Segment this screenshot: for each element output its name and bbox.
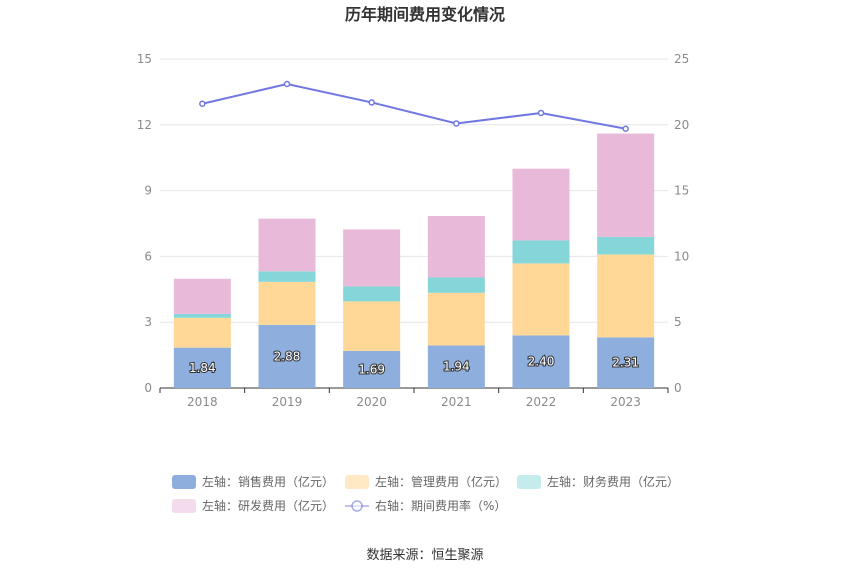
- rate-point-2021: [453, 120, 460, 127]
- bar-2-2022: [512, 240, 570, 264]
- left-tick-label: 9: [144, 184, 152, 198]
- left-tick-label: 6: [144, 249, 152, 263]
- rate-point-2020: [368, 99, 375, 106]
- legend-label-3: 左轴：研发费用（亿元）: [202, 498, 334, 513]
- legend-swatch-2: [517, 475, 541, 489]
- bar-3-2021: [427, 216, 485, 278]
- right-tick-label: 25: [674, 52, 689, 66]
- legend-label-0: 左轴：销售费用（亿元）: [202, 474, 334, 489]
- x-tick-label: 2018: [187, 395, 218, 409]
- legend-swatch-1: [345, 475, 369, 489]
- legend-label-2: 左轴：财务费用（亿元）: [547, 474, 679, 489]
- x-tick-label: 2021: [441, 395, 472, 409]
- bar-1-2019: [258, 281, 316, 325]
- x-tick-label: 2023: [610, 395, 641, 409]
- bar-0-2023: [597, 337, 655, 388]
- bar-1-2022: [512, 263, 570, 336]
- bar-3-2019: [258, 218, 316, 272]
- x-tick-label: 2022: [526, 395, 557, 409]
- source-text: 数据来源：恒生聚源: [366, 548, 483, 563]
- bar-2-2023: [597, 236, 655, 255]
- data-labels: 1.84 2.88 1.69 1.94 2.40 2.31: [188, 348, 640, 377]
- bar-3-2022: [512, 168, 570, 241]
- legend-label-1: 左轴：管理费用（亿元）: [375, 474, 507, 489]
- bar-value-label: 1.69: [358, 362, 385, 376]
- bar-1-2021: [427, 292, 485, 346]
- right-tick-label: 10: [674, 249, 689, 263]
- right-axis: 0 5 10 15 20 25: [674, 52, 689, 395]
- left-tick-label: 0: [144, 381, 152, 395]
- bar-2-2018: [173, 313, 231, 318]
- bar-value-label: 2.40: [528, 355, 555, 369]
- left-tick-label: 15: [137, 52, 152, 66]
- left-axis: 0 3 6 9 12 15: [137, 52, 152, 395]
- legend-swatch-0: [172, 475, 196, 489]
- chart-title: 历年期间费用变化情况: [345, 5, 505, 24]
- bar-0-2021: [427, 345, 485, 388]
- x-tick-label: 2020: [356, 395, 387, 409]
- bar-3-2018: [173, 278, 231, 314]
- bar-2-2021: [427, 277, 485, 293]
- bar-1-2023: [597, 254, 655, 338]
- rate-point-2019: [283, 80, 291, 88]
- bars: [173, 133, 655, 388]
- bar-3-2020: [343, 229, 401, 287]
- legend-swatch-3: [172, 499, 196, 513]
- right-tick-label: 20: [674, 118, 689, 132]
- rate-point-2018: [199, 100, 206, 107]
- left-tick-label: 12: [137, 118, 152, 132]
- bar-value-label: 2.88: [274, 349, 301, 363]
- bar-0-2020: [343, 350, 401, 388]
- rate-line-path: [202, 82, 626, 130]
- bar-2-2020: [343, 286, 401, 302]
- bar-0-2018: [173, 347, 231, 388]
- legend-marker-4: [351, 500, 363, 512]
- bar-1-2018: [173, 317, 231, 348]
- bar-0-2022: [512, 335, 570, 388]
- legend-label-4: 右轴：期间费用率（%）: [375, 498, 506, 513]
- left-tick-label: 3: [144, 315, 152, 329]
- rate-line: [199, 80, 629, 132]
- rate-point-2023: [622, 125, 629, 132]
- right-tick-label: 5: [674, 315, 682, 329]
- gridlines: [160, 58, 668, 389]
- bar-value-label: 2.31: [612, 356, 639, 370]
- right-tick-label: 15: [674, 184, 689, 198]
- bar-3-2023: [597, 133, 655, 237]
- legend: 左轴：销售费用（亿元） 左轴：管理费用（亿元） 左轴：财务费用（亿元） 左轴：研发费用…: [172, 474, 679, 513]
- bar-1-2020: [343, 301, 401, 351]
- bar-0-2019: [258, 324, 316, 388]
- right-tick-label: 0: [674, 381, 682, 395]
- x-axis: 2018 2019 2020 2021 2022 2023: [159, 388, 669, 409]
- bar-value-label: 1.84: [189, 361, 216, 375]
- rate-point-2022: [537, 109, 545, 117]
- bar-value-label: 1.94: [443, 360, 470, 374]
- bar-2-2019: [258, 271, 316, 282]
- x-tick-label: 2019: [272, 395, 303, 409]
